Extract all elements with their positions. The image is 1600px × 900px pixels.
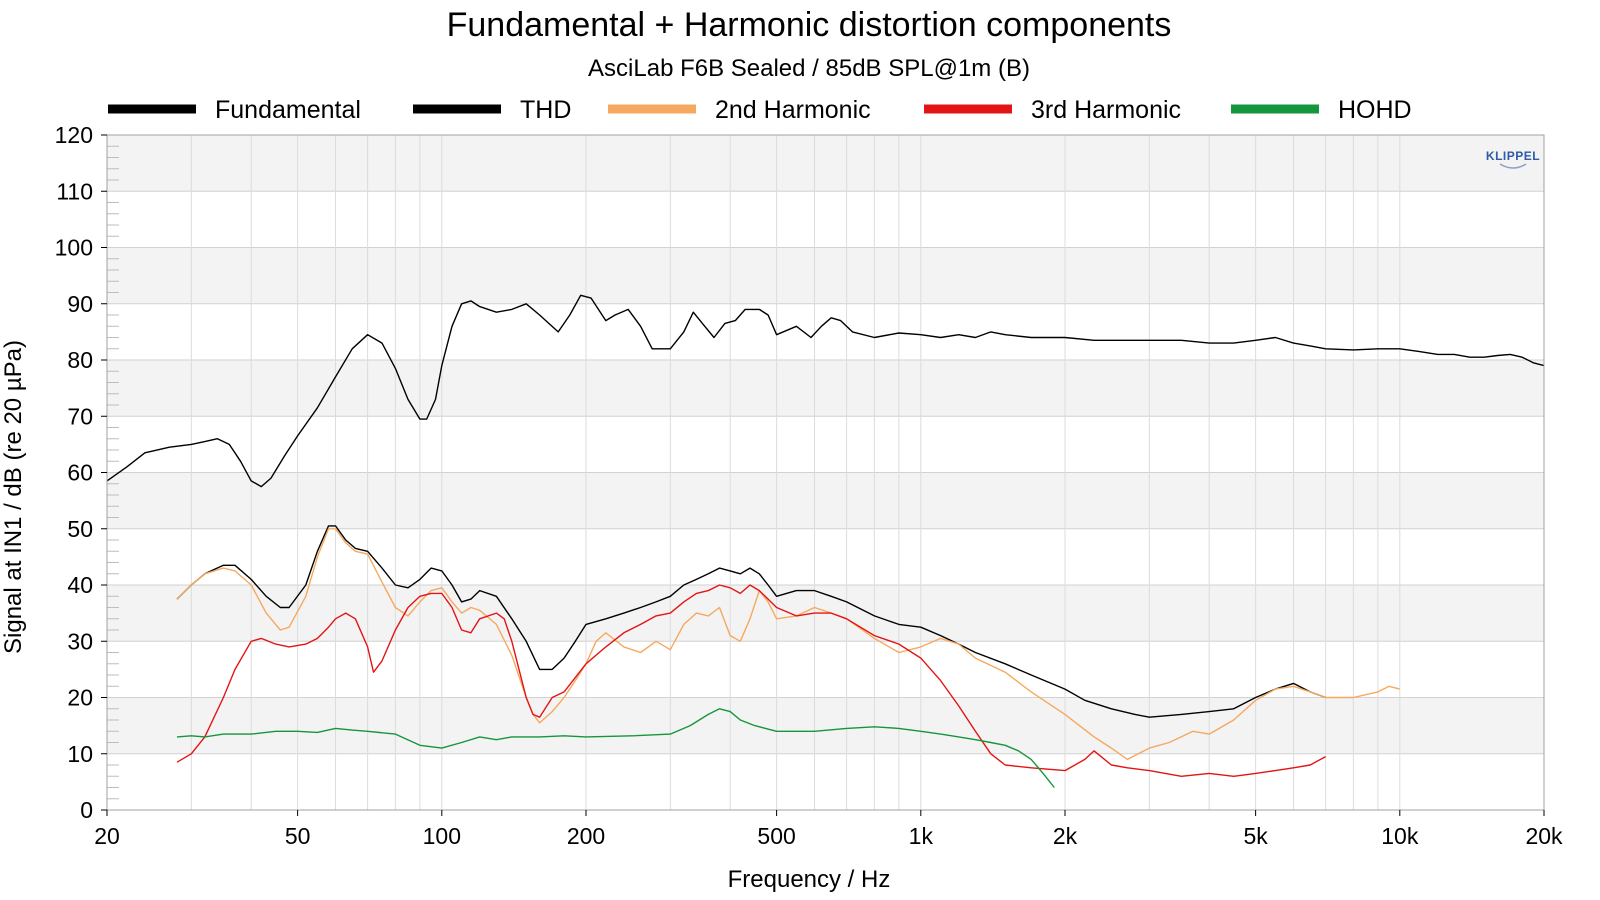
legend-label: THD — [520, 96, 571, 124]
x-tick-label: 100 — [423, 823, 461, 849]
legend-label: 2nd Harmonic — [715, 96, 871, 124]
series-line-3rd-harmonic — [176, 584, 1326, 777]
series-line-2nd-harmonic — [176, 528, 1400, 761]
axes: 0 10 20 30 40 50 60 70 80 90 100 110 120 20 50 100 200 50… — [55, 122, 1563, 849]
grid-band — [107, 697, 1544, 754]
klippel-logo: KLIPPEL — [1486, 149, 1540, 169]
chart-subtitle: AsciLab F6B Sealed / 85dB SPL@1m (B) — [588, 55, 1030, 82]
grid-band — [107, 135, 1544, 192]
x-tick-label: 10k — [1381, 823, 1419, 849]
legend: Fundamental THD 2nd Harmonic 3rd Harmonic HO… — [108, 96, 1412, 124]
y-tick-label: 70 — [67, 403, 93, 429]
logo-text: KLIPPEL — [1486, 149, 1540, 163]
y-tick-label: 20 — [67, 685, 93, 711]
x-tick-label: 50 — [285, 823, 311, 849]
y-tick-label: 40 — [67, 572, 93, 598]
series-line-fundamental — [106, 294, 1545, 488]
x-tick-label: 500 — [757, 823, 795, 849]
x-tick-label: 1k — [909, 823, 934, 849]
y-tick-label: 90 — [67, 291, 93, 317]
grid-band — [107, 247, 1544, 304]
series-line-thd — [176, 525, 1326, 718]
series-layer — [106, 294, 1545, 788]
legend-label: 3rd Harmonic — [1031, 96, 1181, 124]
series-line-hohd — [176, 708, 1055, 788]
y-axis-title: Signal at IN1 / dB (re 20 µPa) — [0, 340, 27, 654]
y-tick-label: 10 — [67, 741, 93, 767]
legend-label: HOHD — [1338, 96, 1412, 124]
x-tick-label: 20k — [1525, 823, 1563, 849]
y-tick-label: 110 — [56, 178, 93, 204]
x-tick-label: 2k — [1053, 823, 1078, 849]
grid-band — [107, 360, 1544, 417]
y-tick-label: 60 — [67, 460, 93, 486]
y-tick-label: 100 — [55, 235, 93, 261]
grid-band — [107, 472, 1544, 529]
y-tick-label: 30 — [67, 628, 93, 654]
legend-label: Fundamental — [215, 96, 361, 124]
chart-title: Fundamental + Harmonic distortion compon… — [447, 6, 1172, 44]
y-tick-label: 80 — [67, 347, 93, 373]
x-tick-label: 5k — [1243, 823, 1268, 849]
x-tick-label: 200 — [567, 823, 605, 849]
y-tick-label: 50 — [67, 516, 93, 542]
x-axis-title: Frequency / Hz — [728, 866, 891, 893]
y-tick-label: 120 — [55, 122, 93, 148]
x-tick-label: 20 — [94, 823, 120, 849]
logo-swoosh — [1499, 163, 1527, 169]
y-tick-label: 0 — [80, 797, 93, 823]
